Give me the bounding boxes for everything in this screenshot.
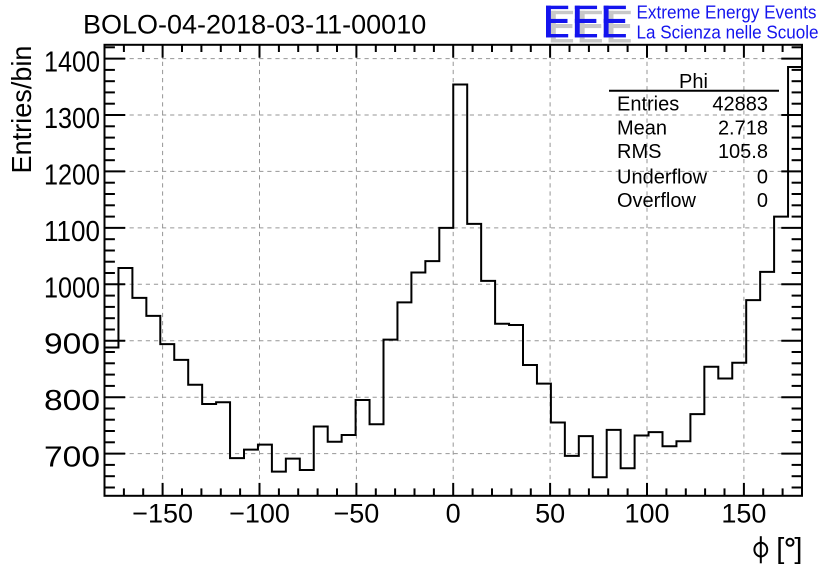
svg-text:2.718: 2.718 — [718, 117, 768, 139]
svg-text:150: 150 — [721, 499, 766, 529]
svg-text:Entries: Entries — [617, 93, 679, 115]
svg-text:Phi: Phi — [679, 71, 708, 93]
svg-text:Underflow: Underflow — [617, 166, 708, 188]
svg-text:La Scienza nelle Scuole: La Scienza nelle Scuole — [637, 22, 819, 42]
svg-text:42883: 42883 — [712, 93, 768, 115]
svg-text:−100: −100 — [229, 499, 290, 529]
svg-text:50: 50 — [535, 499, 565, 529]
svg-text:1100: 1100 — [44, 216, 100, 248]
svg-text:1300: 1300 — [44, 103, 100, 135]
svg-text:−50: −50 — [333, 499, 379, 529]
svg-text:[: [ — [776, 533, 784, 565]
svg-text:800: 800 — [44, 385, 100, 417]
svg-text:0: 0 — [446, 499, 461, 529]
svg-text:]: ] — [794, 533, 802, 565]
svg-text:0: 0 — [757, 190, 768, 212]
svg-text:1400: 1400 — [44, 47, 100, 79]
svg-text:RMS: RMS — [617, 141, 661, 163]
svg-text:Entries/bin: Entries/bin — [6, 46, 37, 174]
svg-text:900: 900 — [44, 329, 100, 361]
svg-text:BOLO-04-2018-03-11-00010: BOLO-04-2018-03-11-00010 — [83, 9, 426, 39]
svg-text:Extreme Energy Events: Extreme Energy Events — [637, 3, 817, 23]
svg-text:0: 0 — [757, 166, 768, 188]
svg-text:Mean: Mean — [617, 117, 667, 139]
svg-text:700: 700 — [44, 442, 100, 474]
svg-text:1000: 1000 — [44, 272, 100, 304]
svg-text:Overflow: Overflow — [617, 190, 696, 212]
svg-text:−150: −150 — [132, 499, 193, 529]
svg-text:105.8: 105.8 — [718, 141, 768, 163]
svg-text:1200: 1200 — [44, 159, 100, 191]
svg-text:100: 100 — [624, 499, 669, 529]
